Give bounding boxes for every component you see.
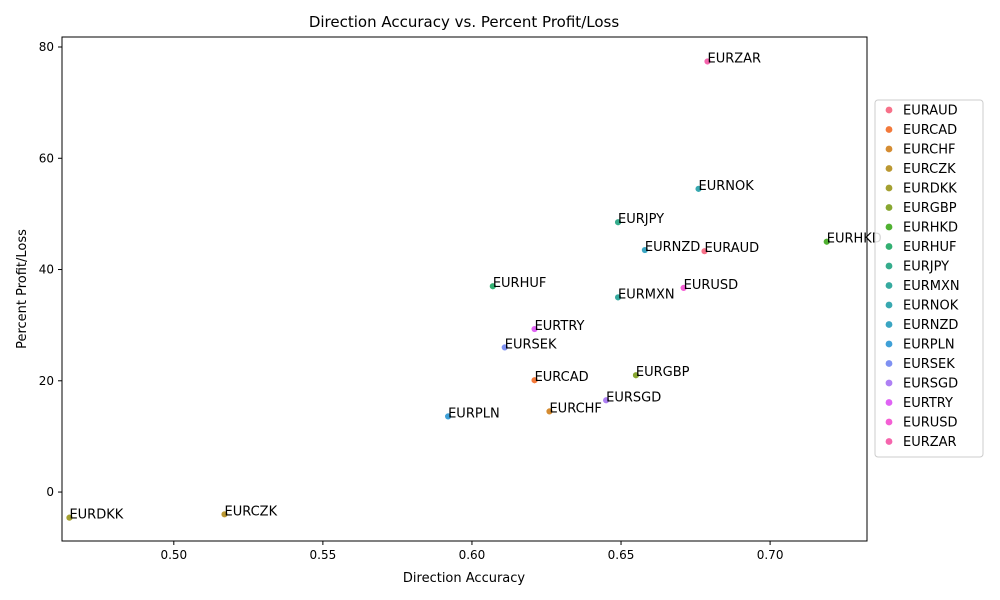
data-point — [679, 284, 688, 292]
data-point-label: EURCZK — [224, 504, 277, 519]
data-point-label: EURMXN — [618, 287, 675, 302]
x-axis-label: Direction Accuracy — [403, 571, 526, 586]
y-axis: 0 20 40 60 80 — [39, 40, 62, 499]
plot-area — [61, 36, 868, 542]
legend-marker — [885, 126, 893, 133]
legend-marker — [885, 106, 893, 114]
legend-entry: EURTRY — [903, 396, 953, 411]
legend-marker — [885, 165, 893, 172]
legend-entry: EURAUD — [903, 104, 958, 119]
data-point-label: EURUSD — [684, 278, 739, 293]
legend-marker — [885, 223, 893, 231]
legend-entry: EURJPY — [903, 260, 949, 275]
chart-title: Direction Accuracy vs. Percent Profit/Lo… — [309, 13, 619, 31]
data-point-label: EURZAR — [707, 51, 761, 66]
data-point — [489, 282, 497, 290]
legend-marker — [885, 418, 893, 426]
legend-entry: EURSEK — [903, 357, 955, 372]
legend-marker — [885, 340, 893, 348]
legend-marker — [885, 321, 893, 328]
legend-entry: EURPLN — [903, 338, 955, 353]
legend-entry: EURCZK — [903, 162, 956, 177]
y-tick-label: 20 — [39, 374, 54, 388]
legend-marker — [885, 184, 893, 192]
x-tick-label: 0.60 — [459, 548, 486, 562]
legend-entry: EURCHF — [903, 143, 955, 158]
data-point — [823, 238, 831, 246]
legend-marker — [885, 301, 893, 309]
legend-entry: EURCAD — [903, 123, 957, 138]
data-point — [444, 412, 452, 421]
legend-entry: EURDKK — [903, 182, 957, 197]
data-point-label: EURGBP — [636, 365, 690, 380]
data-point-label: EURDKK — [69, 508, 123, 523]
y-tick-label: 60 — [39, 151, 54, 165]
legend-marker — [885, 360, 893, 367]
data-point-label: EURJPY — [618, 212, 664, 227]
data-point-label: EURSEK — [505, 337, 557, 352]
data-point-label: EURNZD — [645, 240, 700, 255]
data-point — [641, 246, 649, 254]
legend-entry: EURMXN — [903, 279, 960, 294]
legend-entry: EURZAR — [903, 435, 957, 450]
data-point-label: EURCAD — [535, 370, 589, 385]
data-point-label: EURPLN — [448, 406, 500, 421]
legend-entry: EURGBP — [903, 201, 957, 216]
data-point-label: EURCHF — [549, 401, 601, 416]
legend-box — [874, 99, 984, 458]
data-point — [703, 57, 712, 66]
data-point-label: EURSGD — [606, 390, 661, 405]
data-point-label: EURHKD — [827, 232, 882, 247]
x-tick-label: 0.50 — [160, 548, 187, 562]
data-point — [632, 371, 640, 379]
legend-entry: EURHUF — [903, 240, 957, 255]
legend: EURAUD EURCAD EURCHF EURCZK EURDKK EURGBP EURH… — [874, 99, 984, 458]
x-tick-label: 0.65 — [608, 548, 635, 562]
data-point-label: EURHUF — [493, 276, 547, 291]
x-tick-label: 0.55 — [310, 548, 337, 562]
legend-marker — [885, 438, 893, 445]
legend-entry: EURNOK — [903, 299, 959, 314]
y-tick-label: 0 — [46, 485, 54, 499]
legend-marker — [885, 145, 893, 153]
legend-marker — [885, 379, 893, 387]
data-points — [65, 57, 831, 522]
data-point-labels: EURAUD EURCAD EURCHF EURCZK EURDKK EURGBP EURH… — [69, 51, 881, 522]
legend-marker — [885, 204, 893, 211]
data-point — [220, 510, 229, 518]
legend-entry: EURHKD — [903, 221, 958, 236]
data-point-label: EURTRY — [535, 319, 585, 334]
x-axis: 0.50 0.55 0.60 0.65 0.70 — [160, 541, 783, 562]
x-tick-label: 0.70 — [757, 548, 784, 562]
y-tick-label: 40 — [39, 263, 54, 277]
data-point — [694, 185, 703, 193]
legend-marker — [885, 243, 893, 250]
legend-entry: EURNZD — [903, 318, 958, 333]
data-point — [545, 407, 554, 416]
y-tick-label: 80 — [39, 40, 54, 54]
data-point-label: EURAUD — [705, 241, 760, 256]
data-point — [530, 376, 539, 384]
data-point — [501, 343, 509, 352]
data-point — [700, 247, 709, 255]
data-point — [614, 293, 622, 302]
legend-marker — [885, 282, 893, 289]
data-point — [614, 218, 622, 226]
data-point-label: EURNOK — [699, 179, 755, 194]
data-point — [65, 513, 74, 522]
legend-entry: EURSGD — [903, 377, 958, 392]
legend-entry: EURUSD — [903, 416, 958, 431]
legend-marker — [885, 399, 893, 406]
data-point — [530, 325, 539, 333]
legend-marker — [885, 262, 893, 270]
y-axis-label: Percent Profit/Loss — [15, 229, 30, 349]
data-point — [602, 396, 610, 404]
